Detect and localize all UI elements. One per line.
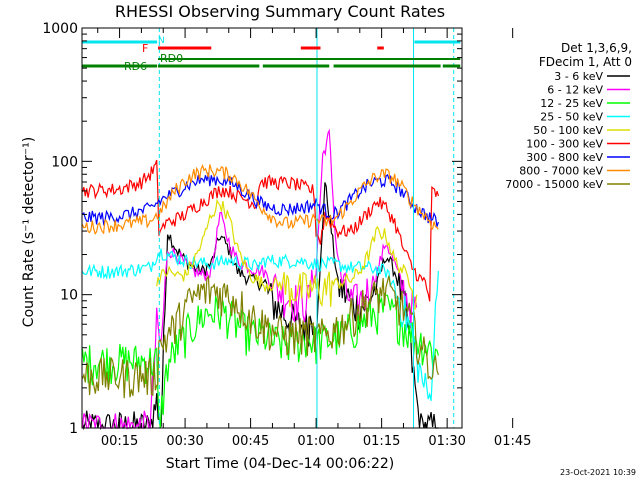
series-line-2 (81, 292, 439, 429)
chart-title: RHESSI Observing Summary Count Rates (115, 2, 445, 21)
rd0-flag-label: RD0 (160, 52, 183, 65)
legend-label-8: 7000 - 15000 keV (505, 178, 603, 191)
legend-header-line-1: Det 1,3,6,9, (561, 41, 632, 55)
series-layer (81, 128, 439, 431)
flare-flag-label: F (142, 42, 148, 55)
legend-label-6: 300 - 800 keV (526, 151, 603, 164)
x-axis-label: Start Time (04-Dec-14 00:06:22) (166, 456, 394, 472)
rd6-flag-label: RD6 (124, 60, 147, 73)
series-line-5 (81, 159, 439, 302)
y-tick-label-2: 100 (51, 154, 78, 170)
x-tick-label-2: 00:45 (232, 434, 269, 449)
y-axis-label: Count Rate (s⁻¹ detector⁻¹) (21, 137, 37, 327)
flag-layer: NF RD0 RD6 (82, 28, 461, 428)
legend-label-2: 12 - 25 keV (540, 97, 603, 110)
legend: Det 1,3,6,9, FDecim 1, Att 0 3 - 6 keV6 … (505, 41, 632, 191)
x-tick-label-4: 01:15 (363, 434, 400, 449)
series-line-7 (81, 163, 439, 235)
legend-label-4: 50 - 100 keV (533, 124, 603, 137)
y-tick-label-3: 1000 (42, 21, 78, 37)
legend-header-line-2: FDecim 1, Att 0 (539, 55, 632, 69)
legend-label-1: 6 - 12 keV (547, 84, 603, 97)
y-tick-label-0: 1 (69, 421, 78, 437)
legend-label-3: 25 - 50 keV (540, 111, 603, 124)
y-tick-label-1: 10 (60, 288, 78, 304)
x-tick-label-0: 00:15 (101, 434, 138, 449)
series-line-0 (81, 182, 439, 431)
series-line-6 (82, 172, 439, 227)
axes-layer: 1 10 100 1000 00:15 00:30 00:45 01:00 01:15 01:30… (42, 21, 531, 449)
night-flag-label: N (158, 36, 165, 46)
legend-label-7: 800 - 7000 keV (519, 165, 603, 178)
x-tick-label-1: 00:30 (166, 434, 203, 449)
series-line-3 (81, 248, 439, 402)
series-line-1 (81, 128, 418, 430)
x-tick-label-5: 01:30 (428, 434, 465, 449)
series-line-8 (81, 275, 439, 399)
x-tick-label-3: 01:00 (297, 434, 334, 449)
series-line-4 (156, 198, 418, 311)
x-tick-label-6: 01:45 (494, 434, 531, 449)
legend-label-5: 100 - 300 keV (526, 138, 603, 151)
legend-label-0: 3 - 6 keV (554, 70, 603, 83)
footer-date: 23-Oct-2021 10:39 (560, 468, 636, 477)
